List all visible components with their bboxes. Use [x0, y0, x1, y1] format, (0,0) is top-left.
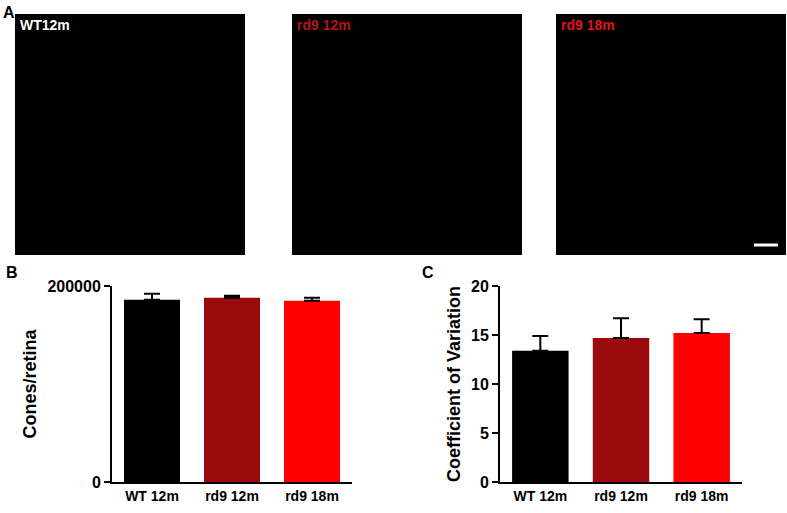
svg-text:0: 0	[92, 474, 101, 491]
svg-text:10: 10	[471, 376, 489, 393]
svg-text:Coefficient of Variation: Coefficient of Variation	[444, 286, 464, 482]
svg-text:Cones/retina: Cones/retina	[20, 328, 40, 438]
svg-text:0: 0	[480, 474, 489, 491]
svg-text:WT 12m: WT 12m	[513, 488, 567, 504]
svg-text:C: C	[422, 264, 434, 281]
svg-text:5: 5	[480, 425, 489, 442]
svg-text:WT 12m: WT 12m	[125, 488, 179, 504]
svg-text:rd9 18m: rd9 18m	[285, 488, 339, 504]
svg-text:20: 20	[471, 278, 489, 295]
svg-text:rd9 12m: rd9 12m	[297, 17, 351, 33]
svg-text:rd9 18m: rd9 18m	[675, 488, 729, 504]
svg-text:rd9 18m: rd9 18m	[561, 17, 615, 33]
svg-text:rd9 12m: rd9 12m	[594, 488, 648, 504]
svg-text:rd9 12m: rd9 12m	[205, 488, 259, 504]
svg-text:WT12m: WT12m	[20, 17, 70, 33]
svg-text:15: 15	[471, 327, 489, 344]
svg-text:200000: 200000	[47, 278, 100, 295]
svg-text:B: B	[6, 264, 18, 281]
svg-text:A: A	[3, 4, 15, 21]
